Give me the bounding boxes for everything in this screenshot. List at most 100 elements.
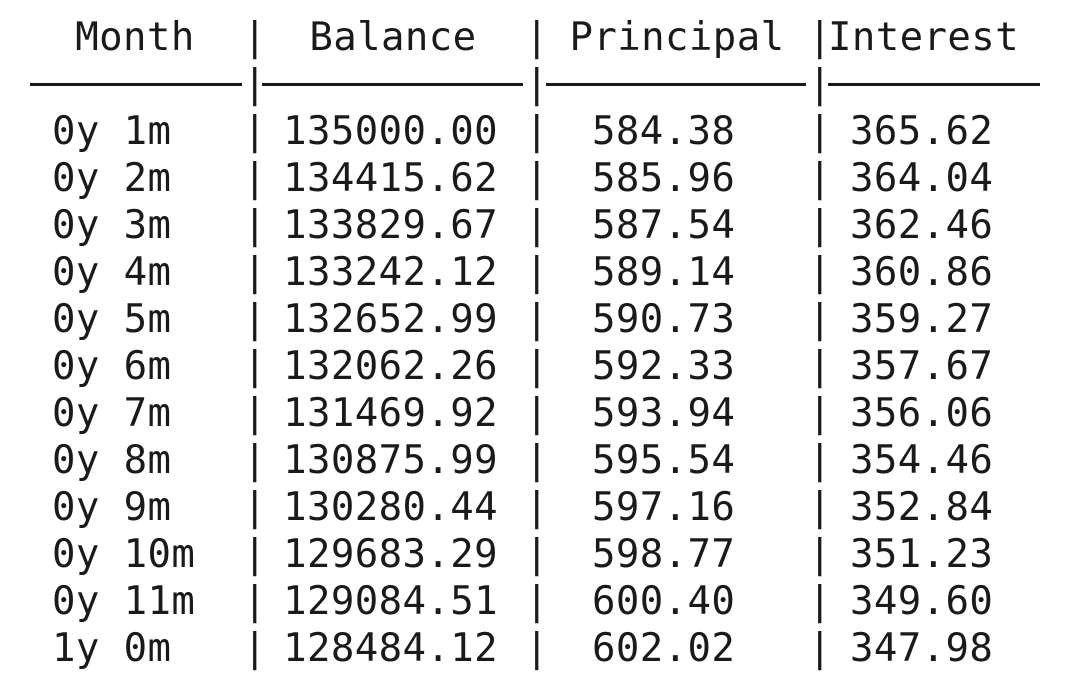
column-separator: | bbox=[808, 485, 832, 530]
table-row: 0y 10m | 129683.29 | 598.77 | 351.23 bbox=[0, 531, 1080, 578]
column-separator: | bbox=[243, 485, 267, 530]
cell-interest: 360.86 bbox=[850, 250, 994, 295]
header-balance: Balance bbox=[309, 15, 477, 60]
cell-interest: 357.67 bbox=[850, 344, 994, 389]
column-separator: | bbox=[243, 344, 267, 389]
cell-balance: 130875.99 bbox=[283, 438, 498, 483]
cell-month: 0y 3m bbox=[52, 203, 172, 248]
table-row: 0y 2m | 134415.62 | 585.96 | 364.04 bbox=[0, 155, 1080, 202]
table-row: 0y 1m | 135000.00 | 584.38 | 365.62 bbox=[0, 108, 1080, 155]
cell-balance: 131469.92 bbox=[283, 391, 498, 436]
cell-balance: 132652.99 bbox=[283, 297, 498, 342]
cell-balance: 128484.12 bbox=[283, 626, 498, 671]
cell-month: 0y 8m bbox=[52, 438, 172, 483]
table-row: 1y 0m | 128484.12 | 602.02 | 347.98 bbox=[0, 625, 1080, 672]
column-separator: | bbox=[525, 485, 549, 530]
cell-month: 0y 2m bbox=[52, 156, 172, 201]
cell-month: 0y 10m bbox=[52, 532, 196, 577]
column-separator: | bbox=[525, 62, 549, 107]
column-separator: | bbox=[808, 297, 832, 342]
cell-interest: 351.23 bbox=[850, 532, 994, 577]
cell-balance: 133829.67 bbox=[283, 203, 498, 248]
column-separator: | bbox=[808, 438, 832, 483]
divider-rule bbox=[546, 83, 806, 86]
cell-interest: 347.98 bbox=[850, 626, 994, 671]
column-separator: | bbox=[243, 626, 267, 671]
column-separator: | bbox=[243, 109, 267, 154]
table-row: 0y 4m | 133242.12 | 589.14 | 360.86 bbox=[0, 249, 1080, 296]
column-separator: | bbox=[243, 532, 267, 577]
table-row: 0y 6m | 132062.26 | 592.33 | 357.67 bbox=[0, 343, 1080, 390]
cell-month: 0y 5m bbox=[52, 297, 172, 342]
column-separator: | bbox=[808, 62, 832, 107]
table-row: 0y 5m | 132652.99 | 590.73 | 359.27 bbox=[0, 296, 1080, 343]
cell-balance: 129683.29 bbox=[283, 532, 498, 577]
cell-principal: 597.16 bbox=[592, 485, 736, 530]
cell-balance: 129084.51 bbox=[283, 579, 498, 624]
table-divider-row: | | | bbox=[0, 61, 1080, 108]
table-row: 0y 8m | 130875.99 | 595.54 | 354.46 bbox=[0, 437, 1080, 484]
column-separator: | bbox=[525, 156, 549, 201]
cell-interest: 365.62 bbox=[850, 109, 994, 154]
column-separator: | bbox=[525, 579, 549, 624]
cell-balance: 133242.12 bbox=[283, 250, 498, 295]
cell-principal: 589.14 bbox=[592, 250, 736, 295]
column-separator: | bbox=[525, 297, 549, 342]
cell-interest: 352.84 bbox=[850, 485, 994, 530]
column-separator: | bbox=[808, 203, 832, 248]
cell-interest: 362.46 bbox=[850, 203, 994, 248]
column-separator: | bbox=[808, 156, 832, 201]
column-separator: | bbox=[525, 391, 549, 436]
cell-month: 0y 6m bbox=[52, 344, 172, 389]
column-separator: | bbox=[808, 579, 832, 624]
column-separator: | bbox=[808, 391, 832, 436]
cell-month: 0y 7m bbox=[52, 391, 172, 436]
table-row: 0y 3m | 133829.67 | 587.54 | 362.46 bbox=[0, 202, 1080, 249]
cell-principal: 595.54 bbox=[592, 438, 736, 483]
cell-interest: 354.46 bbox=[850, 438, 994, 483]
header-month: Month bbox=[75, 15, 195, 60]
column-separator: | bbox=[243, 250, 267, 295]
column-separator: | bbox=[243, 15, 267, 60]
header-interest: Interest bbox=[828, 15, 1020, 60]
header-principal: Principal bbox=[569, 15, 785, 60]
column-separator: | bbox=[243, 156, 267, 201]
column-separator: | bbox=[808, 344, 832, 389]
column-separator: | bbox=[243, 62, 267, 107]
column-separator: | bbox=[243, 203, 267, 248]
column-separator: | bbox=[525, 438, 549, 483]
table-header-row: Month | Balance | Principal | Interest bbox=[0, 14, 1080, 61]
column-separator: | bbox=[525, 15, 549, 60]
cell-month: 0y 1m bbox=[52, 109, 172, 154]
cell-balance: 132062.26 bbox=[283, 344, 498, 389]
table-row: 0y 11m | 129084.51 | 600.40 | 349.60 bbox=[0, 578, 1080, 625]
cell-month: 0y 4m bbox=[52, 250, 172, 295]
cell-interest: 364.04 bbox=[850, 156, 994, 201]
cell-principal: 590.73 bbox=[592, 297, 736, 342]
cell-balance: 134415.62 bbox=[283, 156, 498, 201]
cell-month: 0y 11m bbox=[52, 579, 196, 624]
column-separator: | bbox=[243, 297, 267, 342]
cell-interest: 349.60 bbox=[850, 579, 994, 624]
column-separator: | bbox=[525, 344, 549, 389]
cell-principal: 593.94 bbox=[592, 391, 736, 436]
table-row: 0y 9m | 130280.44 | 597.16 | 352.84 bbox=[0, 484, 1080, 531]
column-separator: | bbox=[243, 579, 267, 624]
cell-principal: 600.40 bbox=[592, 579, 736, 624]
column-separator: | bbox=[525, 109, 549, 154]
column-separator: | bbox=[525, 532, 549, 577]
divider-rule bbox=[828, 83, 1040, 86]
cell-interest: 359.27 bbox=[850, 297, 994, 342]
table-row: 0y 7m | 131469.92 | 593.94 | 356.06 bbox=[0, 390, 1080, 437]
column-separator: | bbox=[243, 438, 267, 483]
cell-principal: 592.33 bbox=[592, 344, 736, 389]
column-separator: | bbox=[243, 391, 267, 436]
cell-balance: 135000.00 bbox=[283, 109, 498, 154]
column-separator: | bbox=[808, 15, 832, 60]
cell-principal: 584.38 bbox=[592, 109, 736, 154]
cell-principal: 587.54 bbox=[592, 203, 736, 248]
cell-principal: 602.02 bbox=[592, 626, 736, 671]
divider-rule bbox=[262, 83, 523, 86]
cell-month: 1y 0m bbox=[52, 626, 172, 671]
